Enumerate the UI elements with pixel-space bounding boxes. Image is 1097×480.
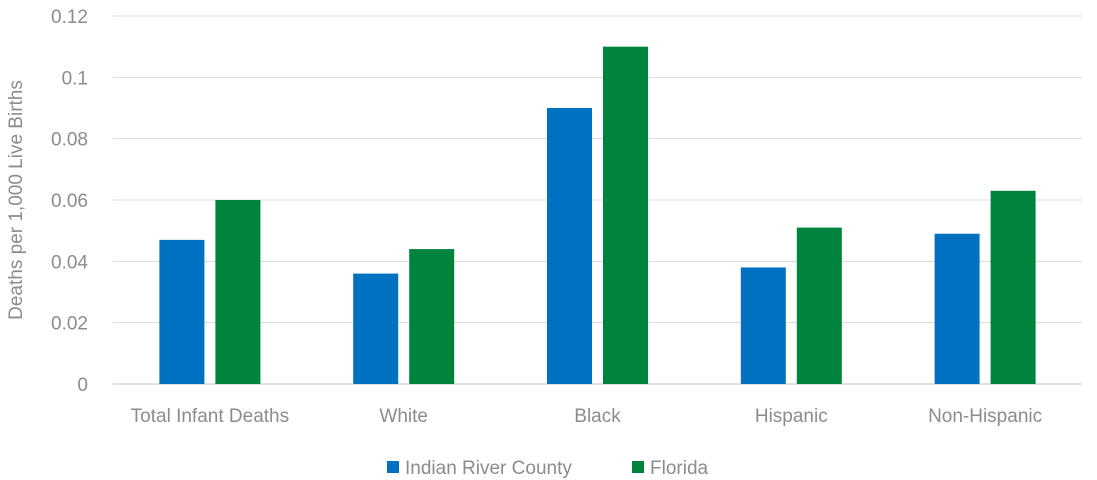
legend-swatch xyxy=(632,461,644,473)
y-tick-label: 0.12 xyxy=(51,7,88,28)
x-category-label: Hispanic xyxy=(755,406,828,427)
x-category-label: Total Infant Deaths xyxy=(131,406,289,427)
y-tick-label: 0.04 xyxy=(51,252,88,273)
legend-item-florida: Florida xyxy=(650,458,709,479)
y-tick-label: 0.08 xyxy=(51,130,88,151)
bar-florida xyxy=(603,46,648,385)
y-tick-label: 0.1 xyxy=(62,68,88,89)
y-tick-label: 0.06 xyxy=(51,191,88,212)
x-category-label: White xyxy=(379,406,428,427)
bar-indian-river-county xyxy=(740,267,786,384)
bar-florida xyxy=(990,190,1036,384)
y-axis-ticks: 0 0.02 0.04 0.06 0.08 0.1 0.12 xyxy=(51,7,88,396)
bar-indian-river-county xyxy=(353,273,399,384)
bar-indian-river-county xyxy=(934,233,980,384)
bar-florida xyxy=(796,227,842,384)
y-axis-label: Deaths per 1,000 Live Births xyxy=(6,80,27,320)
bar-indian-river-county xyxy=(547,108,592,384)
x-axis-categories: Total Infant Deaths White Black Hispanic Non… xyxy=(131,406,1042,427)
legend-swatch xyxy=(387,461,399,473)
bar-indian-river-county xyxy=(159,239,205,384)
x-category-label: Non-Hispanic xyxy=(928,406,1042,427)
x-category-label: Black xyxy=(574,406,621,427)
gridlines xyxy=(113,15,1082,385)
y-tick-label: 0 xyxy=(77,375,88,396)
legend: Indian River County Florida xyxy=(387,458,709,479)
bar-florida xyxy=(409,249,455,384)
legend-item-indian-river-county: Indian River County xyxy=(405,458,572,479)
y-tick-label: 0.02 xyxy=(51,314,88,335)
bars xyxy=(159,46,1036,385)
bar-florida xyxy=(215,200,261,384)
